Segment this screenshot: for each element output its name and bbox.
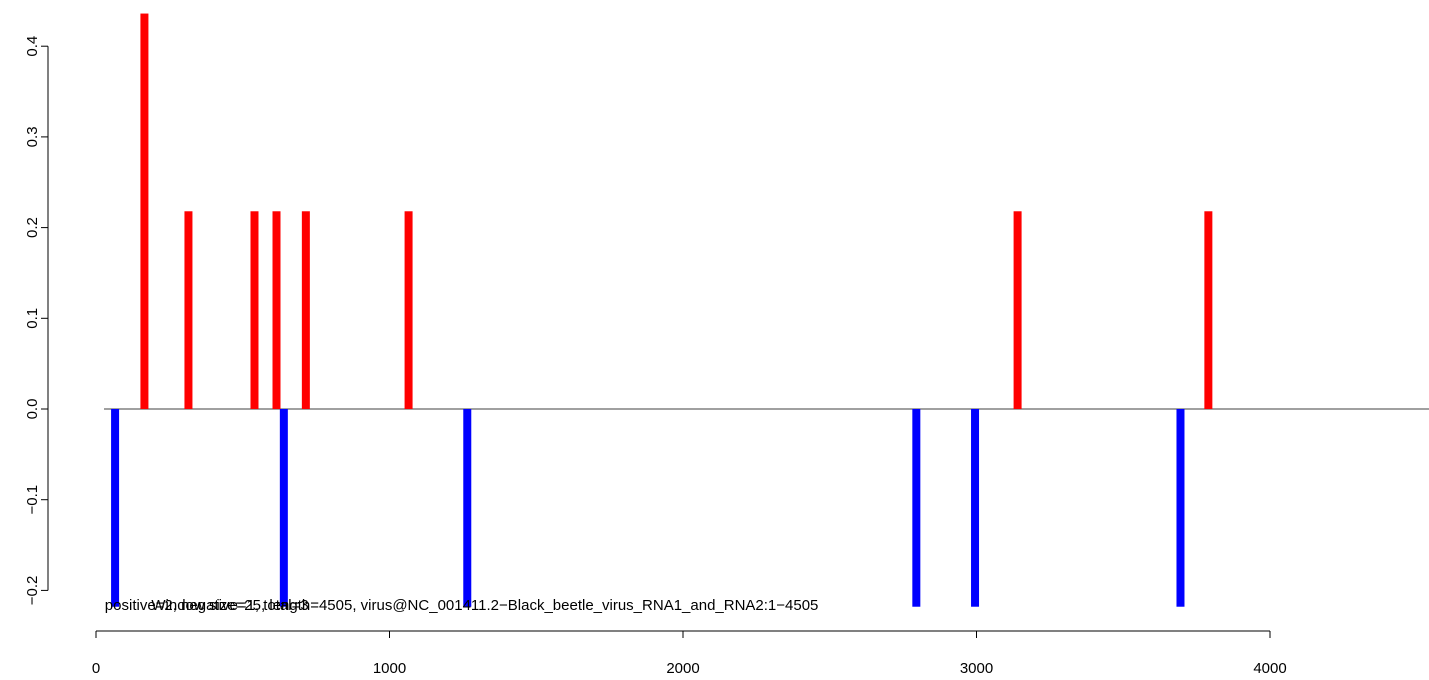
x-tick-label: 0 [92, 660, 100, 677]
bars [111, 13, 1213, 607]
y-tick-label: −0.2 [24, 576, 41, 606]
positive-bar [301, 211, 310, 409]
negative-bar [279, 409, 288, 607]
y-tick-label: 0.1 [24, 308, 41, 329]
x-axis: 0 1000 2000 3000 4000 [92, 630, 1287, 677]
positive-bar [272, 211, 281, 409]
negative-bar [111, 409, 120, 607]
negative-bar [463, 409, 472, 607]
chart-annotation: Window size=25, length=4505, virus@NC_00… [151, 597, 818, 614]
y-tick-label: 0.2 [24, 217, 41, 238]
chart-annotation: positive=2, negative=1, total=3 [105, 597, 309, 614]
positive-bar [404, 211, 413, 409]
x-tick-label: 1000 [373, 660, 406, 677]
x-tick-label: 4000 [1253, 660, 1286, 677]
positive-bar [184, 211, 193, 409]
y-tick-label: −0.1 [24, 485, 41, 515]
positive-bar [140, 13, 149, 409]
positive-bar [1204, 211, 1213, 409]
y-tick-label: 0.3 [24, 126, 41, 147]
negative-bar [1176, 409, 1185, 607]
positive-bar [1013, 211, 1022, 409]
negative-bar [971, 409, 980, 607]
negative-bar [912, 409, 921, 607]
y-tick-label: 0.0 [24, 399, 41, 420]
y-axis: −0.2 −0.1 0.0 0.1 0.2 0.3 0.4 [24, 36, 49, 606]
x-tick-label: 2000 [666, 660, 699, 677]
x-tick-label: 3000 [960, 660, 993, 677]
y-tick-label: 0.4 [24, 36, 41, 57]
positive-bar [250, 211, 259, 409]
